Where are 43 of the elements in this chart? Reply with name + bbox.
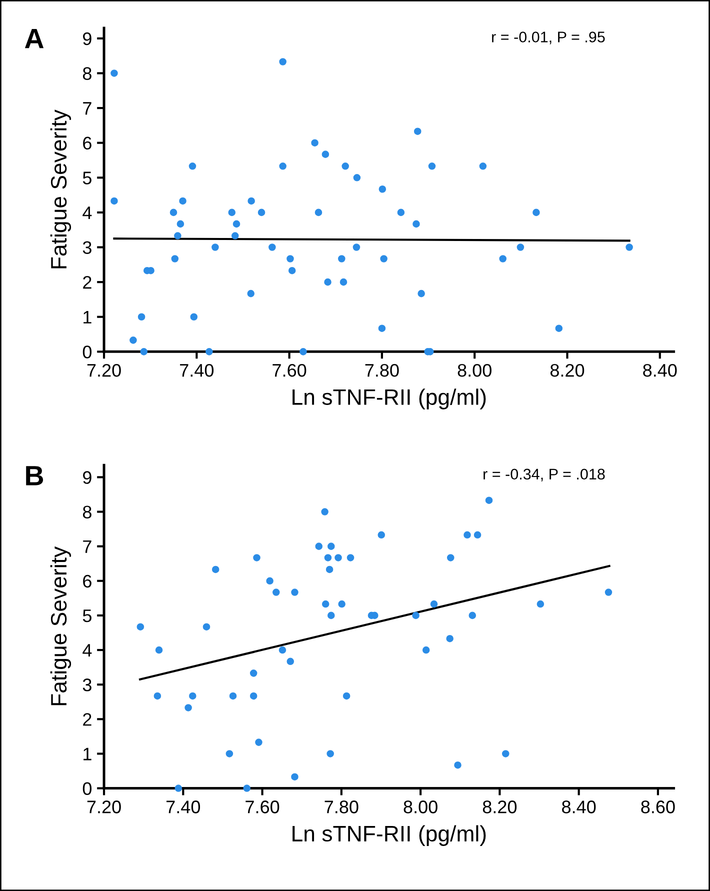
y-tick-label: 1 xyxy=(84,310,92,324)
chart-title: A xyxy=(24,28,44,48)
y-tick-label: 4 xyxy=(82,206,92,219)
y-tick-label: 9 xyxy=(83,32,92,46)
x-tick-label: 8.20 xyxy=(550,364,584,377)
x-tick-label: 8.00 xyxy=(404,800,438,814)
annotation: r = -0.34, P = .018 xyxy=(484,468,605,482)
y-axis-title: Fatigue Severity xyxy=(50,546,72,706)
y-tick-label: 3 xyxy=(82,241,92,254)
y-tick-label: 6 xyxy=(83,574,92,588)
y-tick-label: 3 xyxy=(82,678,92,692)
chart-title: B xyxy=(26,466,44,486)
y-tick-label: 0 xyxy=(82,346,92,358)
x-tick-label: 7.40 xyxy=(180,364,214,377)
x-tick-label: 7.40 xyxy=(166,800,200,814)
y-tick-label: 6 xyxy=(83,136,92,150)
y-tick-label: 1 xyxy=(84,748,92,760)
x-tick-label: 7.80 xyxy=(365,364,399,377)
y-tick-label: 5 xyxy=(82,610,92,622)
x-axis-title: Ln sTNF-RII (pg/ml) xyxy=(292,388,486,410)
y-tick-label: 8 xyxy=(82,67,92,80)
x-tick-label: 7.20 xyxy=(87,364,121,377)
x-tick-label: 8.40 xyxy=(643,364,677,377)
annotation: r = -0.01, P = .95 xyxy=(492,32,605,44)
x-tick-label: 7.80 xyxy=(324,800,358,814)
y-tick-label: 5 xyxy=(82,172,92,184)
x-tick-label: 8.40 xyxy=(562,800,596,814)
y-tick-label: 2 xyxy=(83,276,92,289)
x-tick-label: 8.20 xyxy=(482,800,517,814)
y-tick-label: 4 xyxy=(82,644,92,657)
x-tick-label: 7.60 xyxy=(272,364,306,377)
y-tick-label: 7 xyxy=(83,540,92,553)
y-tick-label: 0 xyxy=(82,782,92,795)
x-axis-title: Ln sTNF-RII (pg/ml) xyxy=(292,825,486,846)
y-tick-label: 7 xyxy=(83,102,92,115)
y-tick-label: 8 xyxy=(82,506,92,518)
y-tick-label: 9 xyxy=(83,471,92,484)
y-tick-label: 2 xyxy=(83,713,92,726)
y-axis-title: Fatigue Severity xyxy=(50,110,72,268)
x-tick-label: 7.60 xyxy=(246,800,280,814)
x-tick-label: 8.00 xyxy=(458,364,492,377)
x-tick-label: 7.20 xyxy=(87,800,121,814)
x-tick-label: 8.60 xyxy=(641,800,675,814)
